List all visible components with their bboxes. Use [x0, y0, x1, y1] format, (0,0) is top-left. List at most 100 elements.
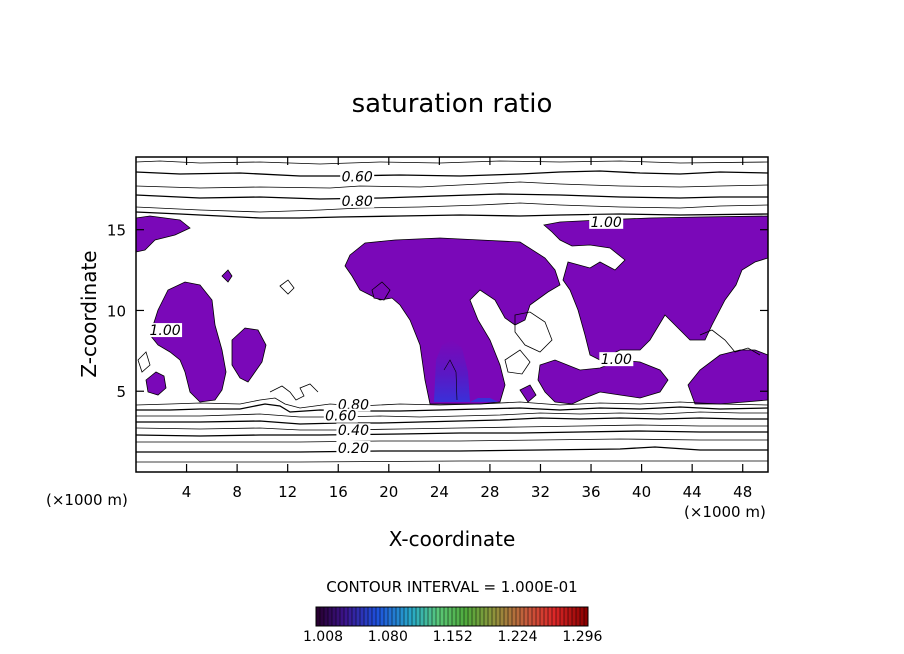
x-axis: 4 8 12 16 20 24 28 32 36 40 44 48: [182, 157, 752, 501]
x-tick-label: 4: [182, 483, 192, 501]
colorbar-swatch: [500, 607, 505, 626]
colorbar-swatch: [320, 607, 325, 626]
contour-labels: 0.600.801.001.001.000.800.600.400.20: [148, 169, 634, 457]
contour-line: [504, 349, 531, 375]
contour-line: [136, 211, 768, 219]
x-tick-label: 32: [531, 483, 550, 501]
contour-line: [136, 438, 768, 443]
contour-label-bg: [599, 352, 634, 367]
colorbar-swatch: [496, 607, 501, 626]
colorbar-swatch: [380, 607, 385, 626]
contour-label: 0.80: [342, 194, 373, 210]
colorbar-swatch: [540, 607, 545, 626]
colorbar-swatch: [384, 607, 389, 626]
contour-line: [136, 460, 768, 463]
colorbar-swatch: [412, 607, 417, 626]
colorbar-swatch: [508, 607, 513, 626]
colorbar-swatch: [332, 607, 337, 626]
colorbar-swatch: [568, 607, 573, 626]
colorbar-swatch: [424, 607, 429, 626]
contour-line: [136, 403, 768, 413]
contour-label-bg: [323, 408, 358, 423]
contour-label-bg: [589, 214, 624, 229]
colorbar-swatch: [512, 607, 517, 626]
colorbar-swatch: [368, 607, 373, 626]
contour-line: [136, 397, 768, 409]
x-axis-label: X-coordinate: [389, 527, 516, 551]
region-small-1: [221, 269, 233, 283]
contour-label-bg: [340, 193, 375, 208]
colorbar-swatch: [356, 607, 361, 626]
x-axis-unit: (×1000 m): [684, 503, 766, 521]
colorbar-swatch: [468, 607, 473, 626]
colorbar-swatch: [580, 607, 585, 626]
contour-line: [136, 417, 768, 425]
x-tick-label: 16: [329, 483, 348, 501]
y-axis-label: Z-coordinate: [77, 250, 101, 377]
colorbar-tick-label: 1.080: [368, 629, 408, 645]
colorbar-swatch: [560, 607, 565, 626]
colorbar-swatch: [316, 607, 321, 626]
colorbar-swatch: [504, 607, 509, 626]
colorbar-swatch: [456, 607, 461, 626]
chart-title: saturation ratio: [352, 89, 553, 119]
contour-line: [136, 446, 768, 453]
colorbar-swatch: [564, 607, 569, 626]
x-tick-label: 36: [581, 483, 600, 501]
y-axis: 5 10 15: [107, 222, 768, 401]
colorbar-tick-label: 1.152: [433, 629, 473, 645]
colorbar-swatch: [364, 607, 369, 626]
contour-line: [699, 329, 761, 356]
y-tick-label: 15: [107, 222, 126, 240]
colorbar-swatch: [484, 607, 489, 626]
x-tick-label: 48: [733, 483, 752, 501]
colorbar-swatch: [436, 607, 441, 626]
colorbar-frame: [315, 606, 589, 627]
y-tick-label: 5: [116, 383, 126, 401]
contour-line: [136, 202, 768, 213]
region-far-right-lower: [687, 349, 768, 405]
region-small-3: [519, 384, 537, 403]
contour-line: [136, 193, 768, 200]
colorbar-swatch: [408, 607, 413, 626]
colorbar-swatch: [516, 607, 521, 626]
colorbar-swatch: [576, 607, 581, 626]
contour-label-bg: [336, 441, 371, 455]
colorbar-swatch: [480, 607, 485, 626]
colorbar-swatch: [476, 607, 481, 626]
contour-lines: [136, 160, 768, 463]
y-tick-label: 10: [107, 302, 126, 320]
x-tick-label: 44: [683, 483, 702, 501]
colorbar-swatch: [556, 607, 561, 626]
supersaturated-regions: [136, 215, 768, 405]
plume-core-outline: [443, 359, 458, 401]
colorbar-swatch: [464, 607, 469, 626]
contour-line: [514, 311, 553, 353]
region-right-lower: [537, 359, 669, 405]
colorbar-swatch: [532, 607, 537, 626]
plot-area: 0.600.801.001.001.000.800.600.400.20: [136, 157, 768, 472]
colorbar-tick-label: 1.224: [497, 629, 537, 645]
colorbar-tick-label: 1.296: [562, 629, 602, 645]
region-central-plume: [344, 237, 561, 405]
contour-label: 0.60: [325, 409, 356, 425]
colorbar-swatch: [360, 607, 365, 626]
colorbar-swatch: [548, 607, 553, 626]
colorbar-swatch: [528, 607, 533, 626]
colorbar-swatch: [488, 607, 493, 626]
colorbar-swatch: [388, 607, 393, 626]
region-left-bottom: [145, 371, 167, 396]
colorbar-swatch: [572, 607, 577, 626]
colorbar-swatch: [352, 607, 357, 626]
colorbar-swatch: [452, 607, 457, 626]
contour-line: [136, 160, 768, 165]
colorbar-swatch: [428, 607, 433, 626]
region-upper-right: [543, 215, 768, 361]
contour-label: 1.00: [149, 323, 180, 339]
contour-label-bg: [148, 323, 183, 338]
contour-label: 1.00: [591, 215, 622, 231]
colorbar-swatch: [440, 607, 445, 626]
colorbar-swatch: [404, 607, 409, 626]
colorbar-swatch: [544, 607, 549, 626]
